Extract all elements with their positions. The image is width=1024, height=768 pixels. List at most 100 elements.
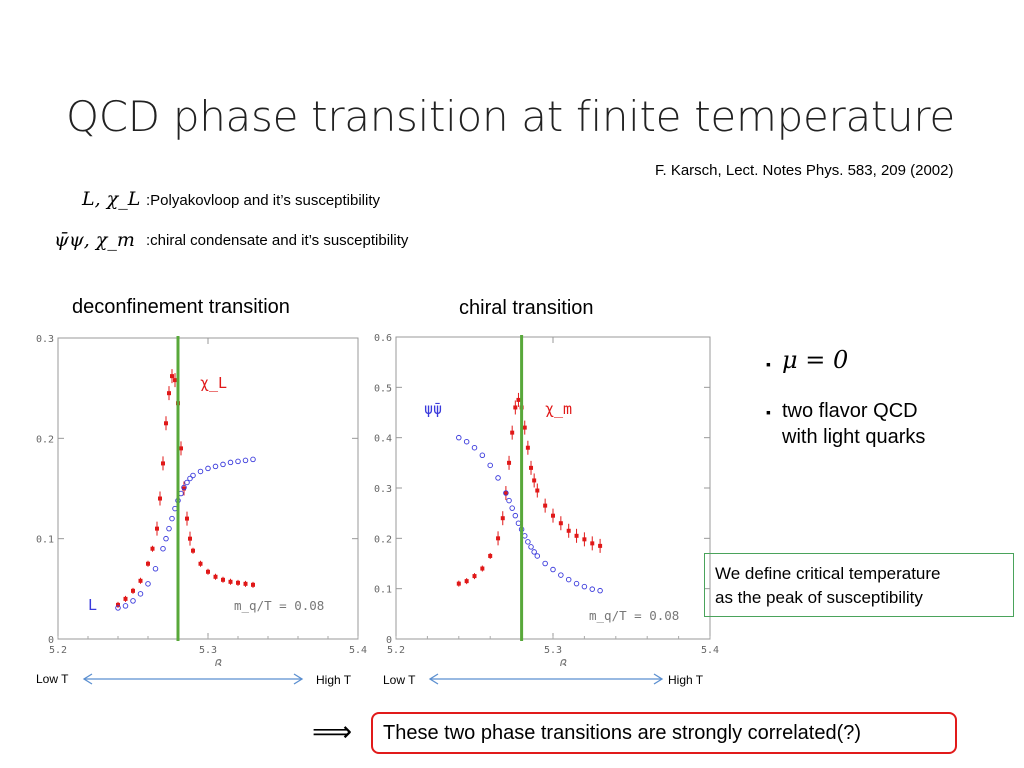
deconfinement-chart: 5.2 5.3 5.4 0 0.1 0.2 0.3 β m_q/T = 0.08 χ_L L — [36, 334, 367, 666]
x-tick-label: 5.4 — [701, 645, 719, 656]
chiral-symbol: ψ̄ψ, χ_m — [54, 229, 135, 251]
data-point — [227, 459, 234, 466]
x-tick-label: 5.2 — [387, 645, 405, 656]
data-point — [161, 461, 165, 466]
data-point — [150, 546, 155, 551]
data-point — [152, 566, 159, 572]
data-point — [543, 503, 548, 508]
data-point — [507, 460, 512, 465]
data-point — [169, 515, 175, 522]
x-axis-label: β — [558, 658, 567, 666]
polyakov-definition: :Polyakovloop and it’s susceptibility — [146, 192, 381, 209]
conclusion-text: These two phase transitions are strongly… — [383, 722, 862, 744]
data-point — [122, 603, 129, 609]
x-tick-label: 5.3 — [544, 645, 562, 656]
data-point — [480, 566, 485, 571]
data-point — [528, 544, 534, 550]
bullet-dot: ▪ — [766, 356, 771, 372]
data-point — [166, 525, 172, 532]
y-tick-label: 0.6 — [374, 333, 392, 344]
data-point — [542, 560, 548, 567]
data-point — [534, 553, 541, 559]
data-point — [191, 548, 195, 553]
data-point — [220, 461, 226, 468]
data-point — [160, 545, 166, 552]
data-point — [146, 561, 150, 566]
box-line: We define critical temperature — [715, 564, 941, 583]
data-point — [205, 465, 211, 472]
data-point — [513, 405, 518, 410]
data-point — [581, 583, 588, 590]
page-title: QCD phase transition at finite temperatu… — [66, 92, 955, 141]
y-tick-label: 0 — [386, 635, 392, 646]
data-point — [582, 537, 587, 542]
data-point — [185, 516, 189, 521]
data-point — [456, 581, 461, 586]
data-point — [529, 465, 534, 470]
data-point — [164, 421, 168, 426]
implies-arrow-icon: ⟹ — [312, 715, 353, 748]
data-point — [565, 576, 572, 583]
data-point — [496, 536, 501, 541]
data-point — [213, 574, 218, 579]
data-point — [472, 574, 477, 579]
data-point — [123, 596, 128, 601]
data-point — [212, 463, 219, 470]
data-point — [506, 497, 512, 504]
data-point — [138, 578, 143, 583]
data-point — [598, 543, 603, 548]
y-tick-label: 0.1 — [36, 535, 54, 546]
data-point — [479, 452, 486, 459]
data-point — [158, 496, 162, 501]
reference-citation: F. Karsch, Lect. Notes Phys. 583, 209 (2… — [655, 162, 954, 179]
bullet-line: two flavor QCD — [782, 400, 918, 422]
data-point — [155, 526, 159, 531]
data-point — [512, 512, 519, 519]
data-point — [500, 516, 505, 521]
data-point — [509, 505, 515, 511]
high-t-label: High T — [668, 673, 704, 687]
data-point — [187, 475, 193, 482]
deconfinement-heading: deconfinement transition — [72, 296, 290, 318]
data-point — [503, 491, 508, 496]
data-point — [525, 539, 531, 545]
data-point — [574, 533, 579, 538]
data-point — [190, 472, 196, 479]
data-point — [242, 457, 249, 464]
bullet-dot: ▪ — [766, 404, 771, 420]
series-label: ψ̄ψ — [424, 400, 442, 418]
data-point — [516, 397, 521, 402]
temperature-arrows — [82, 673, 664, 685]
data-point — [182, 486, 186, 491]
data-point — [251, 582, 255, 587]
data-point — [488, 553, 493, 558]
low-t-label: Low T — [383, 673, 416, 687]
data-point — [145, 581, 151, 587]
data-point — [236, 580, 240, 585]
data-point — [510, 430, 515, 435]
data-point — [464, 579, 469, 584]
high-t-label: High T — [316, 673, 352, 687]
y-tick-label: 0.3 — [374, 484, 392, 495]
data-point — [130, 598, 136, 604]
data-point — [550, 566, 556, 573]
data-point — [173, 378, 177, 383]
y-tick-label: 0.2 — [36, 434, 54, 445]
bullet-line: with light quarks — [782, 426, 926, 448]
data-point — [573, 580, 580, 587]
data-point — [250, 456, 256, 463]
data-point — [163, 535, 169, 542]
y-tick-label: 0.1 — [374, 585, 392, 596]
chiral-chart: 5.2 5.3 5.4 0 0.1 0.2 0.3 0.4 0.5 0.6 β m_q/T = 0.0… — [374, 333, 719, 666]
data-point — [487, 462, 493, 469]
data-point — [188, 536, 192, 541]
data-point — [532, 478, 537, 483]
data-point — [235, 458, 241, 465]
bullet-text: two flavor QCD with light quarks — [782, 398, 925, 450]
plot-frame — [395, 336, 711, 640]
data-point — [167, 391, 171, 396]
series-label: χ_m — [545, 400, 572, 418]
data-point — [535, 488, 540, 493]
x-tick-label: 5.2 — [49, 645, 67, 656]
critical-temperature-box: We define critical temperature as the pe… — [704, 553, 1014, 617]
